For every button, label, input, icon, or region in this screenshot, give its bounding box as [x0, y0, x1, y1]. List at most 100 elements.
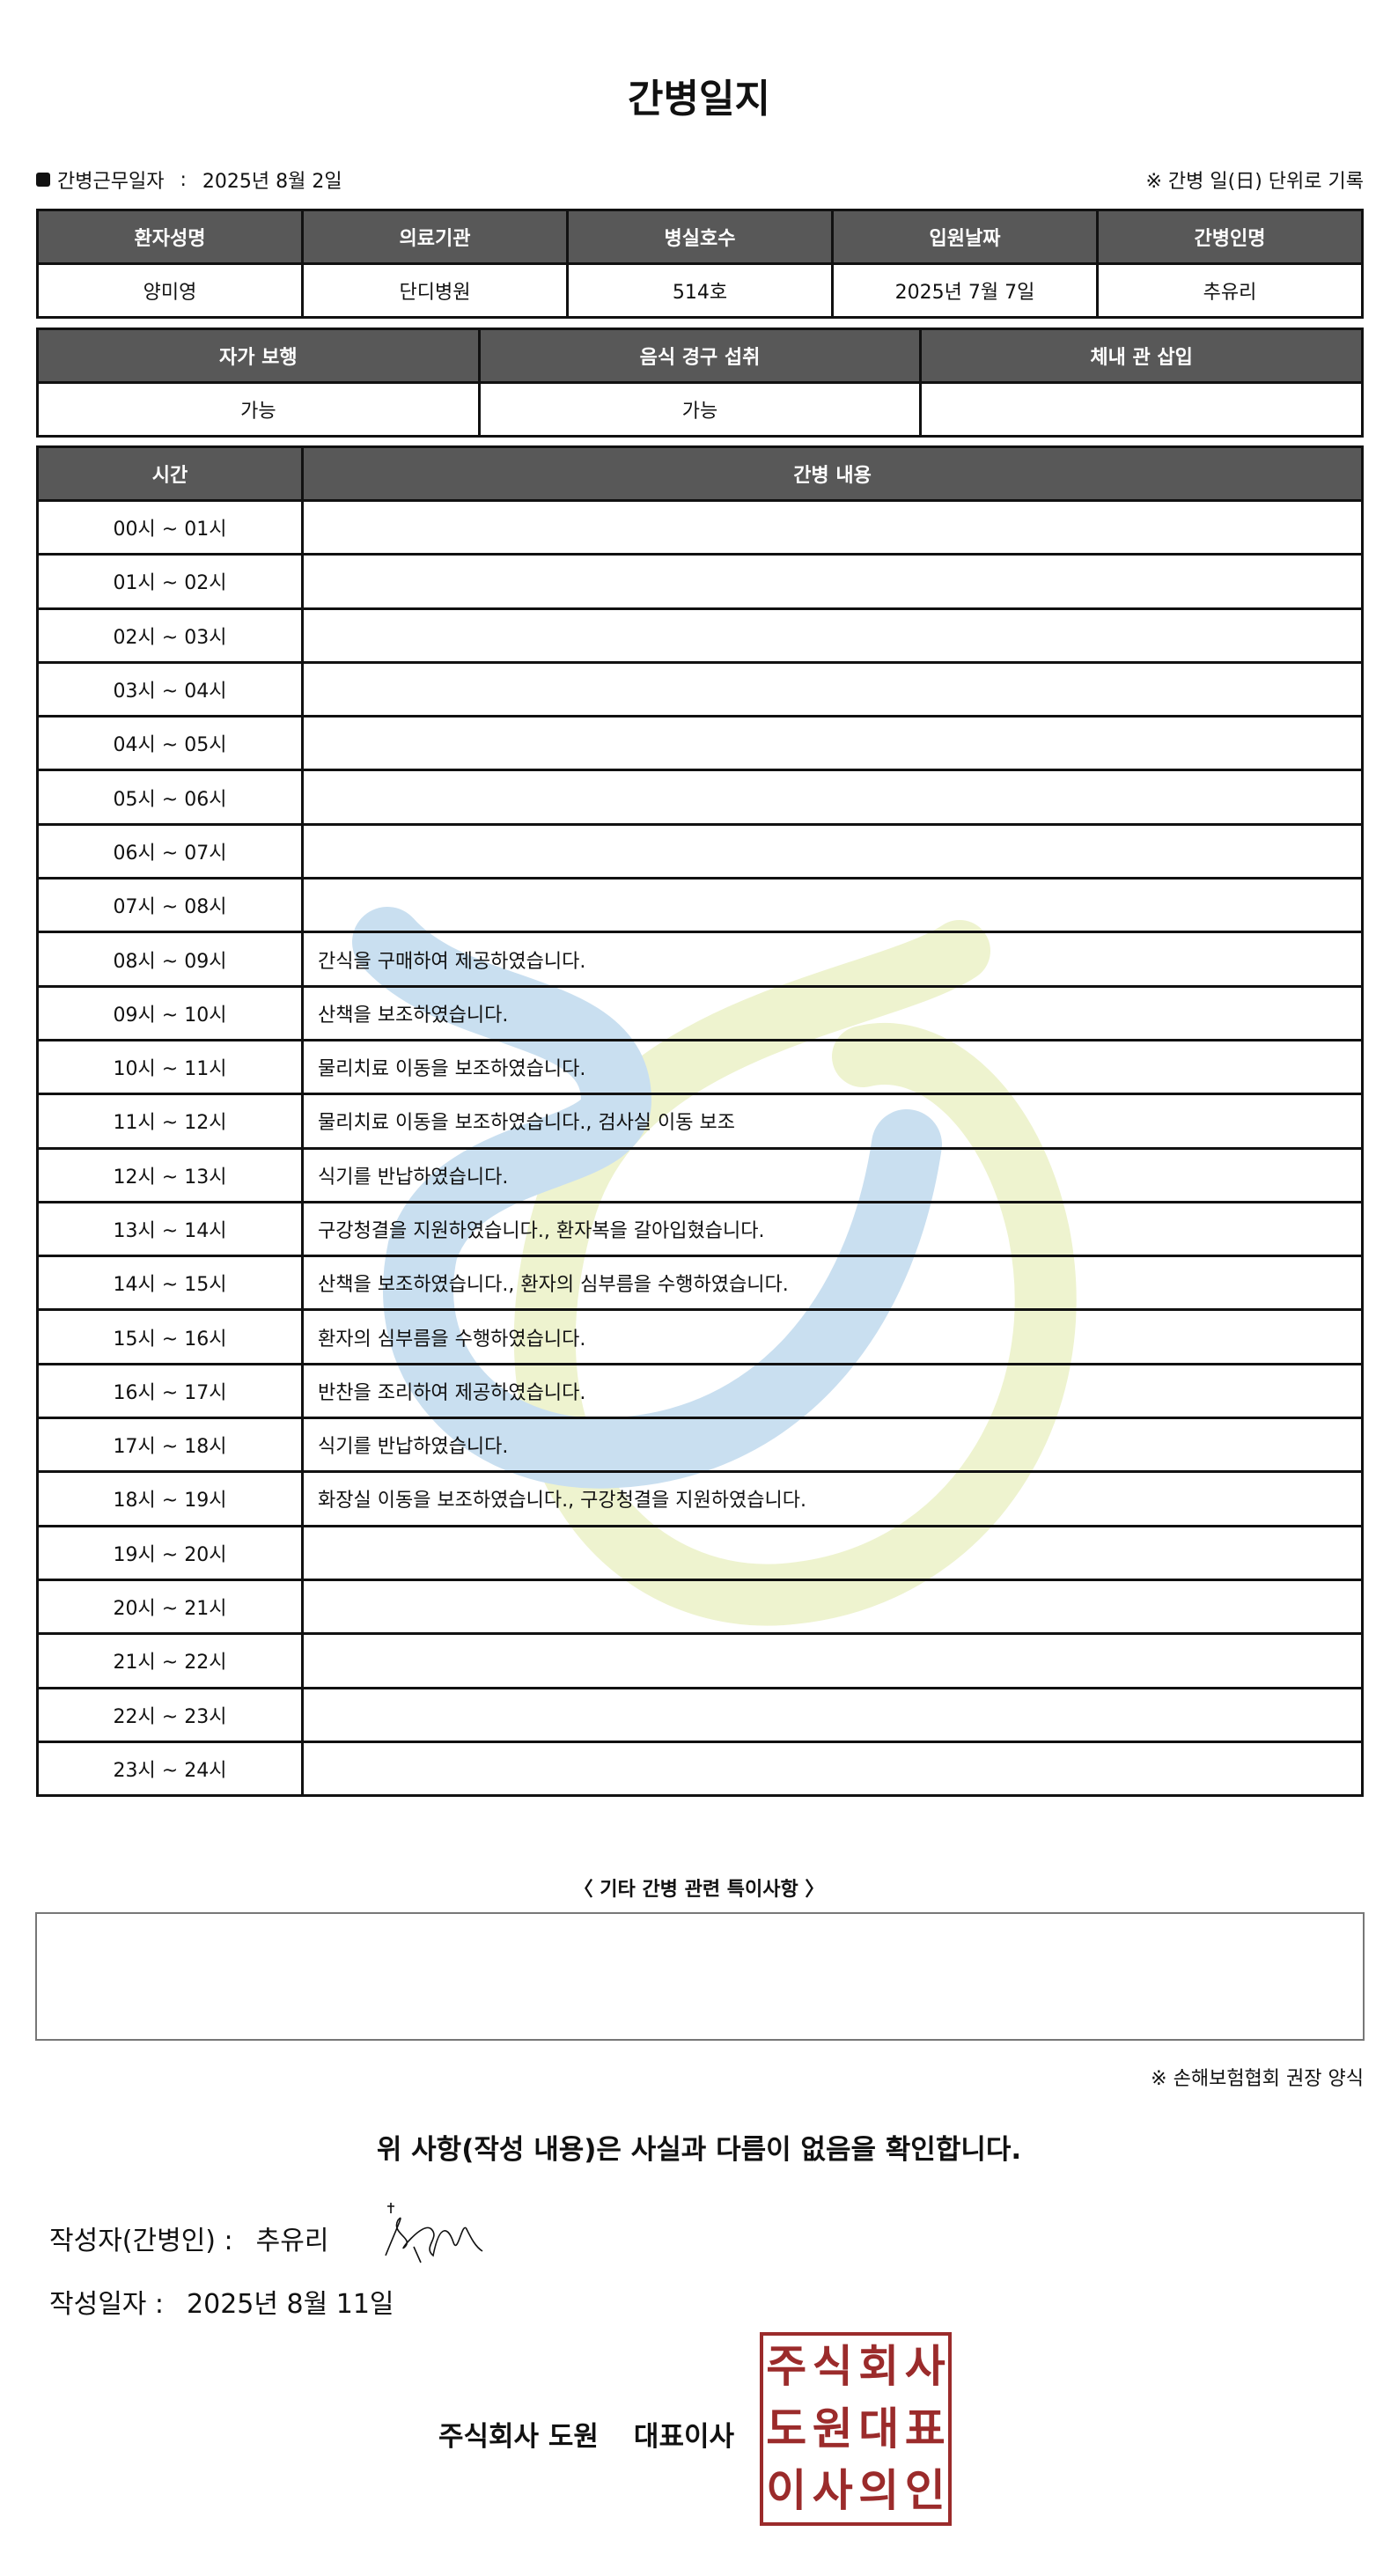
header-patient-name: 환자성명 [36, 209, 304, 265]
care-log-row: 18시 ~ 19시 화장실 이동을 보조하였습니다., 구강청결을 지원하였습니다… [36, 1470, 1364, 1527]
time-slot: 14시 ~ 15시 [36, 1255, 304, 1312]
time-slot: 09시 ~ 10시 [36, 984, 304, 1041]
header-tube: 체내 관 삽입 [919, 328, 1364, 384]
time-slot: 06시 ~ 07시 [36, 822, 304, 880]
patient-info-table: 환자성명 의료기관 병실호수 입원날짜 간병인명 양미영 단디병원 514호 2… [36, 209, 1364, 319]
header-care-content: 간병 내용 [301, 445, 1364, 502]
stamp-character: 사 [812, 2465, 853, 2517]
unit-note: ※ 간병 일(日) 단위로 기록 [1145, 171, 1365, 193]
care-log-row: 15시 ~ 16시 환자의 심부름을 수행하였습니다. [36, 1308, 1364, 1365]
care-content [301, 1524, 1364, 1581]
care-content [301, 877, 1364, 934]
time-slot: 07시 ~ 08시 [36, 877, 304, 934]
time-slot: 17시 ~ 18시 [36, 1417, 304, 1474]
care-content [301, 769, 1364, 826]
stamp-character: 회 [858, 2341, 900, 2392]
care-content [301, 607, 1364, 664]
stamp-character: 사 [904, 2341, 945, 2392]
care-log-row: 00시 ~ 01시 [36, 498, 1364, 556]
header-hospital: 의료기관 [301, 209, 569, 265]
admission-date: 2025년 7월 7일 [831, 262, 1099, 319]
care-log-row: 19시 ~ 20시 [36, 1524, 1364, 1581]
header-oral-intake: 음식 경구 섭취 [477, 328, 923, 384]
company-signature: 주식회사 도원 대표이사 [438, 2414, 734, 2454]
time-slot: 02시 ~ 03시 [36, 607, 304, 664]
page-title: 간병일지 [628, 77, 770, 121]
care-content [301, 553, 1364, 610]
care-log-row: 21시 ~ 22시 [36, 1632, 1364, 1689]
stamp-character: 의 [858, 2465, 900, 2517]
care-log-row: 01시 ~ 02시 [36, 553, 1364, 610]
work-date-sep: : [180, 168, 187, 191]
care-log-row: 13시 ~ 14시 구강청결을 지원하였습니다., 환자복을 갈아입혔습니다. [36, 1200, 1364, 1258]
room: 514호 [566, 262, 834, 319]
care-log-row: 08시 ~ 09시 간식을 구매하여 제공하였습니다. [36, 931, 1364, 988]
association-note: ※ 손해보험협회 권장 양식 [1151, 2068, 1364, 2090]
care-log-row: 06시 ~ 07시 [36, 822, 1364, 880]
written-date-label: 작성일자 : [49, 2289, 165, 2320]
care-log-row: 22시 ~ 23시 [36, 1686, 1364, 1743]
care-log-row: 02시 ~ 03시 [36, 607, 1364, 664]
time-slot: 13시 ~ 14시 [36, 1200, 304, 1258]
care-content: 산책을 보조하였습니다., 환자의 심부름을 수행하였습니다. [301, 1255, 1364, 1312]
header-admission-date: 입원날짜 [831, 209, 1099, 265]
notes-box [35, 1912, 1365, 2041]
author-label: 작성자(간병인) : [49, 2226, 233, 2256]
walking: 가능 [36, 381, 481, 438]
header-room: 병실호수 [566, 209, 834, 265]
care-content [301, 498, 1364, 556]
care-log-row: 14시 ~ 15시 산책을 보조하였습니다., 환자의 심부름을 수행하였습니다. [36, 1255, 1364, 1312]
stamp-character: 인 [904, 2465, 945, 2517]
header-caregiver: 간병인명 [1096, 209, 1364, 265]
confirmation-statement: 위 사항(작성 내용)은 사실과 다름이 없음을 확인합니다. [376, 2134, 1022, 2166]
stamp-character: 도 [766, 2403, 807, 2455]
work-date-value: 2025년 8월 2일 [202, 171, 342, 193]
time-slot: 19시 ~ 20시 [36, 1524, 304, 1581]
stamp-character: 표 [904, 2403, 945, 2455]
work-date: 간병근무일자 : 2025년 8월 2일 [36, 166, 342, 194]
time-slot: 18시 ~ 19시 [36, 1470, 304, 1527]
care-content: 물리치료 이동을 보조하였습니다. [301, 1038, 1364, 1096]
time-slot: 22시 ~ 23시 [36, 1686, 304, 1743]
care-log-row: 05시 ~ 06시 [36, 769, 1364, 826]
care-log-row: 17시 ~ 18시 식기를 반납하였습니다. [36, 1417, 1364, 1474]
care-content: 구강청결을 지원하였습니다., 환자복을 갈아입혔습니다. [301, 1200, 1364, 1258]
care-log-row: 09시 ~ 10시 산책을 보조하였습니다. [36, 984, 1364, 1041]
care-content: 화장실 이동을 보조하였습니다., 구강청결을 지원하였습니다. [301, 1470, 1364, 1527]
time-slot: 11시 ~ 12시 [36, 1093, 304, 1150]
care-content [301, 1686, 1364, 1743]
stamp-character: 원 [812, 2403, 853, 2455]
tube [919, 381, 1364, 438]
author: 작성자(간병인) : 추유리 [49, 2219, 328, 2257]
care-content [301, 1740, 1364, 1798]
header-walking: 자가 보행 [36, 328, 481, 384]
author-name: 추유리 [255, 2226, 329, 2256]
work-date-label: 간병근무일자 [57, 171, 165, 193]
time-slot: 04시 ~ 05시 [36, 715, 304, 772]
care-content [301, 822, 1364, 880]
signature [385, 2203, 483, 2263]
patient-status-table: 자가 보행 음식 경구 섭취 체내 관 삽입 가능 가능 [36, 328, 1364, 438]
care-content: 산책을 보조하였습니다. [301, 984, 1364, 1041]
care-content [301, 715, 1364, 772]
care-log-row: 16시 ~ 17시 반찬을 조리하여 제공하였습니다. [36, 1362, 1364, 1420]
hospital: 단디병원 [301, 262, 569, 319]
care-content [301, 1632, 1364, 1689]
caregiver: 추유리 [1096, 262, 1364, 319]
time-slot: 01시 ~ 02시 [36, 553, 304, 610]
time-slot: 00시 ~ 01시 [36, 498, 304, 556]
stamp-character: 대 [858, 2403, 900, 2455]
time-slot: 23시 ~ 24시 [36, 1740, 304, 1798]
care-content: 물리치료 이동을 보조하였습니다., 검사실 이동 보조 [301, 1093, 1364, 1150]
care-log-row: 03시 ~ 04시 [36, 660, 1364, 718]
care-content: 간식을 구매하여 제공하였습니다. [301, 931, 1364, 988]
time-slot: 05시 ~ 06시 [36, 769, 304, 826]
care-content: 환자의 심부름을 수행하였습니다. [301, 1308, 1364, 1365]
time-slot: 08시 ~ 09시 [36, 931, 304, 988]
time-slot: 21시 ~ 22시 [36, 1632, 304, 1689]
notes-label: 〈 기타 간병 관련 특이사항 〉 [573, 1879, 825, 1901]
written-date-value: 2025년 8월 11일 [187, 2289, 394, 2320]
care-content: 식기를 반납하였습니다. [301, 1146, 1364, 1203]
time-slot: 15시 ~ 16시 [36, 1308, 304, 1365]
care-log-row: 20시 ~ 21시 [36, 1578, 1364, 1636]
